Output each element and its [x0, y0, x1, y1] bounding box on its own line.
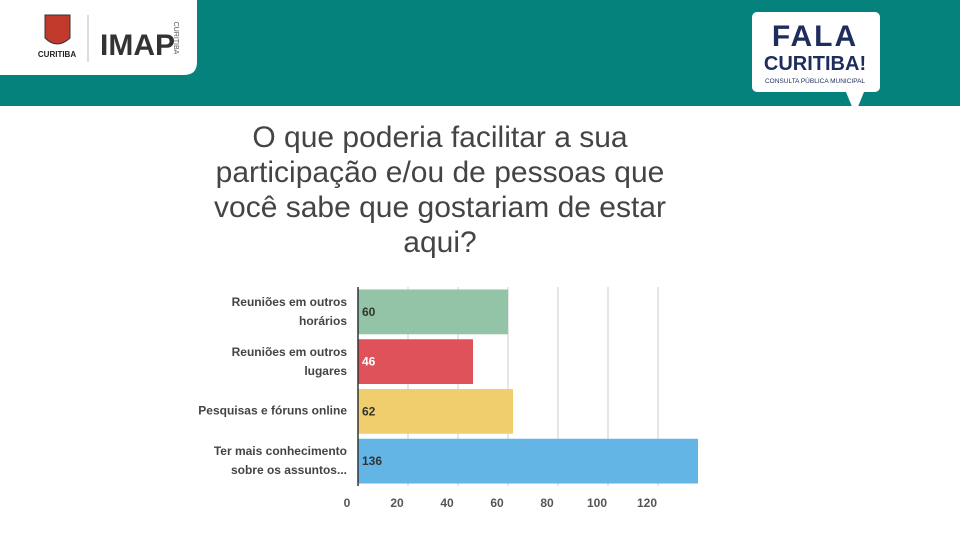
logo-fala: FALA: [772, 20, 858, 53]
bar: [358, 339, 473, 385]
logo-curitiba: CURITIBA!: [764, 53, 866, 75]
category-label: Ter mais conhecimento sobre os assuntos.…: [213, 444, 347, 478]
logo-consulta: CONSULTA PÚBLICA MUNICIPAL: [765, 76, 865, 85]
bar: [358, 289, 508, 335]
x-tick-label: 0: [344, 496, 351, 510]
value-label: 46: [362, 355, 376, 369]
logo-text: CURITIBA: [38, 50, 76, 59]
imap-sub: CURITIBA: [172, 22, 179, 55]
x-tick-label: 40: [440, 496, 454, 510]
imap-logo: IMAP: [100, 29, 175, 62]
chart-title: O que poderia facilitar a sua participaç…: [214, 121, 666, 259]
category-label: Reuniões em outros lugares: [231, 344, 347, 378]
value-label: 136: [362, 454, 382, 468]
category-label: Reuniões em outros horários: [231, 294, 347, 328]
x-tick-label: 100: [587, 496, 607, 510]
x-tick-label: 80: [540, 496, 554, 510]
value-label: 60: [362, 305, 376, 319]
x-tick-label: 120: [637, 496, 657, 510]
category-label: Pesquisas e fóruns online: [198, 403, 347, 418]
value-label: 62: [362, 404, 376, 418]
bar: [358, 388, 513, 434]
speech-pointer: [846, 92, 864, 114]
x-tick-label: 60: [490, 496, 504, 510]
x-tick-label: 20: [390, 496, 404, 510]
coat-of-arms: [44, 14, 71, 45]
bar: [358, 438, 698, 484]
right-logo-box: [752, 12, 880, 92]
